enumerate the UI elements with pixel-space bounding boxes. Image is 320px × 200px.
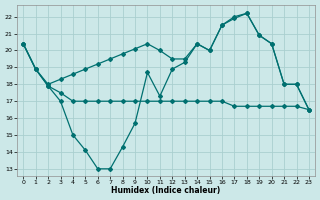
X-axis label: Humidex (Indice chaleur): Humidex (Indice chaleur) bbox=[111, 186, 221, 195]
